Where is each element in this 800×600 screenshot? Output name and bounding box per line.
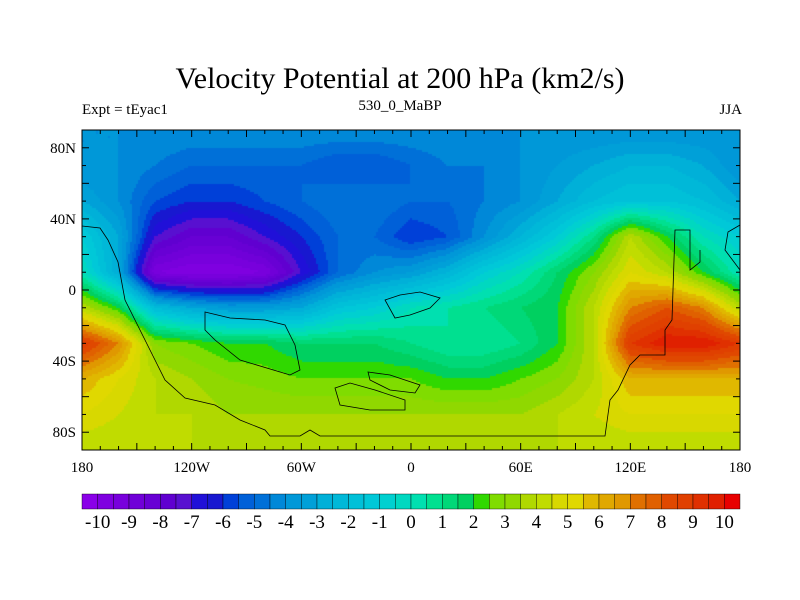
time-label: 530_0_MaBP — [358, 98, 442, 114]
colorbar-label: -4 — [278, 512, 294, 533]
continent-outline — [724, 224, 741, 271]
continent-outline — [384, 291, 441, 319]
colorbar-box — [207, 493, 224, 510]
chart-title: Velocity Potential at 200 hPa (km2/s) — [175, 62, 625, 95]
y-tick-label: 40S — [53, 354, 76, 370]
colorbar-box — [81, 493, 98, 510]
colorbar-label: 0 — [406, 512, 416, 533]
continent-outline — [334, 382, 406, 411]
colorbar-label: -2 — [340, 512, 356, 533]
continent-outlines — [81, 224, 741, 437]
colorbar-label: -9 — [121, 512, 137, 533]
x-tick-label: 180 — [71, 460, 94, 476]
colorbar-box — [489, 493, 506, 510]
colorbar-box — [332, 493, 349, 510]
colorbar-box — [551, 493, 568, 510]
colorbar-box — [567, 493, 584, 510]
colorbar-box — [254, 493, 271, 510]
colorbar-box — [97, 493, 114, 510]
colorbar-box — [238, 493, 255, 510]
y-axis: 80N 40N 0 40S 80S — [50, 129, 740, 451]
colorbar-box — [708, 493, 725, 510]
colorbar-box — [536, 493, 553, 510]
colorbar-box — [379, 493, 396, 510]
colorbar-box — [661, 493, 678, 510]
colorbar-box — [285, 493, 302, 510]
colorbar-box — [473, 493, 490, 510]
colorbar-box — [410, 493, 427, 510]
colorbar-label: 6 — [594, 512, 604, 533]
colorbar-label: 3 — [500, 512, 510, 533]
colorbar-box — [113, 493, 130, 510]
colorbar-box — [645, 493, 662, 510]
x-tick-label: 60W — [287, 460, 317, 476]
colorbar-box — [724, 493, 741, 510]
colorbar-box — [677, 493, 694, 510]
colorbar-box — [191, 493, 208, 510]
colorbar-box — [175, 493, 192, 510]
season-label: JJA — [719, 102, 742, 118]
colorbar-box — [348, 493, 365, 510]
colorbar-box — [442, 493, 459, 510]
colorbar-box — [457, 493, 474, 510]
plot-frame — [81, 129, 741, 451]
colorbar-box — [426, 493, 443, 510]
colorbar-box — [583, 493, 600, 510]
colorbar-box — [598, 493, 615, 510]
colorbar-label: -10 — [85, 512, 110, 533]
colorbar: -10 -9 -8 -7 -6 -5 -4 -3 -2 -1 0 1 2 3 4 5 6 7 8 9 10 — [81, 493, 741, 533]
colorbar-box — [395, 493, 412, 510]
y-tick-label: 80S — [53, 425, 76, 441]
x-tick-label: 120E — [614, 460, 646, 476]
colorbar-label: 5 — [563, 512, 573, 533]
colorbar-box — [692, 493, 709, 510]
colorbar-label: 1 — [438, 512, 448, 533]
colorbar-label: 10 — [715, 512, 734, 533]
x-tick-label: 60E — [509, 460, 533, 476]
continent-outline — [204, 311, 301, 376]
colorbar-box — [504, 493, 521, 510]
experiment-label: Expt = tEyac1 — [82, 102, 168, 118]
y-tick-label: 40N — [50, 212, 76, 228]
colorbar-box — [363, 493, 380, 510]
x-tick-label: 180 — [729, 460, 752, 476]
colorbar-label: 7 — [626, 512, 636, 533]
colorbar-label: 2 — [469, 512, 479, 533]
colorbar-box — [222, 493, 239, 510]
colorbar-box — [144, 493, 161, 510]
colorbar-label: -7 — [184, 512, 200, 533]
y-tick-label: 80N — [50, 141, 76, 157]
continent-outline — [367, 371, 421, 394]
x-tick-label: 0 — [407, 460, 415, 476]
colorbar-box — [269, 493, 286, 510]
colorbar-label: -3 — [309, 512, 325, 533]
x-axis: 180 120W 60W 0 60E 120E 180 — [71, 130, 752, 476]
colorbar-label: -1 — [372, 512, 388, 533]
colorbar-box — [520, 493, 537, 510]
colorbar-label: -6 — [215, 512, 231, 533]
colorbar-box — [128, 493, 145, 510]
colorbar-box — [301, 493, 318, 510]
colorbar-box — [160, 493, 177, 510]
colorbar-label: 4 — [532, 512, 542, 533]
y-tick-label: 0 — [69, 283, 77, 299]
colorbar-label: -5 — [246, 512, 262, 533]
colorbar-box — [316, 493, 333, 510]
continent-outline — [81, 225, 701, 437]
velocity-potential-field — [82, 130, 740, 450]
colorbar-box — [630, 493, 647, 510]
colorbar-label: 9 — [688, 512, 698, 533]
colorbar-label: 8 — [657, 512, 667, 533]
x-tick-label: 120W — [173, 460, 211, 476]
colorbar-label: -8 — [152, 512, 168, 533]
colorbar-box — [614, 493, 631, 510]
